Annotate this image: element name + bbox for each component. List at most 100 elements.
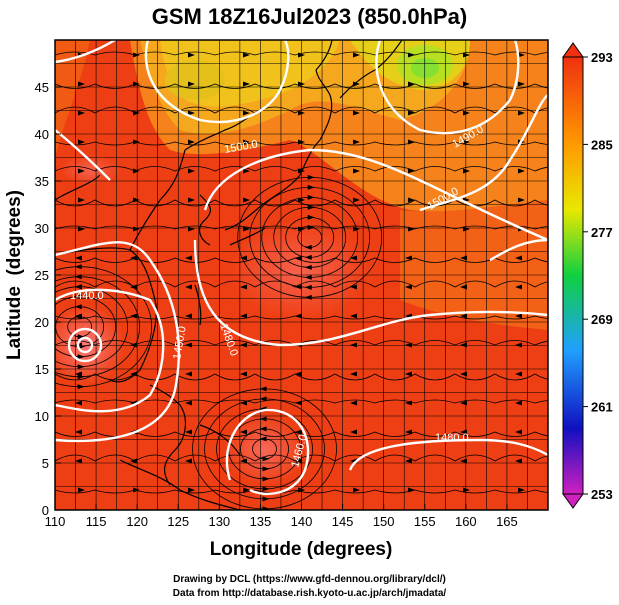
stream-arrow xyxy=(515,371,522,377)
x-tick-label: 115 xyxy=(86,514,107,529)
stream-arrow xyxy=(463,226,470,232)
chart-title: GSM 18Z16Jul2023 (850.0hPa) xyxy=(151,4,468,29)
y-tick-label: 30 xyxy=(35,221,49,236)
stream-arrow xyxy=(240,284,247,290)
stream-arrow xyxy=(518,168,525,174)
stream-arrow xyxy=(295,429,302,435)
y-tick-label: 20 xyxy=(35,315,49,330)
stream-arrow xyxy=(353,52,360,58)
stream-arrow xyxy=(408,81,415,87)
stream-arrow xyxy=(133,52,140,58)
stream-arrow xyxy=(185,255,192,261)
stream-arrow xyxy=(304,294,312,300)
colorbar-top-arrow xyxy=(562,42,584,58)
contour-label: 1450.0 xyxy=(171,325,189,360)
streamline xyxy=(55,280,548,288)
y-axis-ticks: 0 5 10 15 20 25 30 35 40 45 xyxy=(35,80,61,518)
stream-arrow xyxy=(298,139,305,145)
stream-arrow xyxy=(350,342,357,348)
stream-arrow xyxy=(304,244,312,250)
stream-arrow xyxy=(188,226,195,232)
stream-arrow xyxy=(298,110,305,116)
stream-arrow xyxy=(78,110,85,116)
stream-arrow xyxy=(408,487,415,493)
stream-arrow xyxy=(298,52,305,58)
stream-arrow xyxy=(133,81,140,87)
stream-arrow xyxy=(262,486,270,492)
stream-arrow xyxy=(243,487,250,493)
stream-arrow xyxy=(350,400,357,406)
stream-arrow xyxy=(350,313,357,319)
stream-arrow xyxy=(405,400,412,406)
stream-arrow xyxy=(78,226,85,232)
x-tick-label: 125 xyxy=(167,514,189,529)
x-tick-label: 145 xyxy=(332,514,354,529)
streamline xyxy=(55,340,548,346)
stream-arrow xyxy=(133,110,140,116)
y-tick-label: 25 xyxy=(35,268,49,283)
stream-arrow xyxy=(460,255,467,261)
streamlines xyxy=(55,51,548,510)
stream-arrow xyxy=(463,168,470,174)
credit-data: Data from http://database.rish.kyoto-u.a… xyxy=(172,588,447,599)
streamline xyxy=(55,373,548,381)
stream-arrow xyxy=(259,426,267,432)
streamline xyxy=(55,199,548,207)
stream-arrow xyxy=(463,81,470,87)
stream-arrow xyxy=(307,184,315,190)
stream-arrow xyxy=(243,52,250,58)
stream-arrow xyxy=(185,429,192,435)
stream-arrow xyxy=(259,396,267,402)
stream-arrow xyxy=(188,197,195,203)
stream-arrow xyxy=(133,168,140,174)
colorbar-tick-label: 277 xyxy=(591,225,613,240)
stream-arrow xyxy=(78,168,85,174)
stream-arrow xyxy=(133,226,140,232)
geopotential-contours xyxy=(55,40,548,496)
stream-arrow xyxy=(240,342,247,348)
x-tick-label: 135 xyxy=(250,514,272,529)
stream-arrow xyxy=(74,294,82,300)
stream-arrow xyxy=(77,384,85,390)
stream-arrow xyxy=(405,342,412,348)
stream-arrow xyxy=(188,168,195,174)
stream-arrow xyxy=(77,354,85,360)
stream-arrow xyxy=(298,487,305,493)
stream-arrow xyxy=(515,255,522,261)
x-tick-label: 140 xyxy=(291,514,313,529)
y-tick-label: 15 xyxy=(35,362,49,377)
streamline xyxy=(55,454,548,462)
stream-arrow xyxy=(518,197,525,203)
stream-arrow xyxy=(243,226,250,232)
stream-arrow xyxy=(74,304,82,310)
stream-arrow xyxy=(185,371,192,377)
stream-arrow xyxy=(463,110,470,116)
stream-arrow xyxy=(353,139,360,145)
stream-arrow xyxy=(350,371,357,377)
stream-arrow xyxy=(408,168,415,174)
contour-label: 1500.0 xyxy=(223,138,258,156)
stream-arrow xyxy=(350,429,357,435)
stream-arrow xyxy=(185,284,192,290)
stream-arrow xyxy=(259,386,267,392)
x-axis-ticks: 110 115 120 125 130 135 140 145 150 155 160 165 xyxy=(45,504,518,529)
stream-arrow xyxy=(75,400,82,406)
stream-arrow xyxy=(518,52,525,58)
y-tick-label: 40 xyxy=(35,127,49,142)
stream-arrow xyxy=(78,487,85,493)
stream-arrow xyxy=(515,313,522,319)
stream-arrow xyxy=(295,313,302,319)
stream-arrow xyxy=(75,284,82,290)
streamline xyxy=(55,51,548,56)
y-tick-label: 10 xyxy=(35,409,49,424)
stream-arrow xyxy=(463,139,470,145)
stream-arrow xyxy=(130,342,137,348)
stream-arrow xyxy=(130,458,137,464)
stream-arrow xyxy=(133,487,140,493)
streamline xyxy=(55,489,548,494)
stream-arrow xyxy=(307,204,315,210)
stream-arrow xyxy=(353,226,360,232)
stream-arrow xyxy=(262,466,270,472)
stream-arrow xyxy=(460,458,467,464)
stream-arrow xyxy=(74,274,82,280)
